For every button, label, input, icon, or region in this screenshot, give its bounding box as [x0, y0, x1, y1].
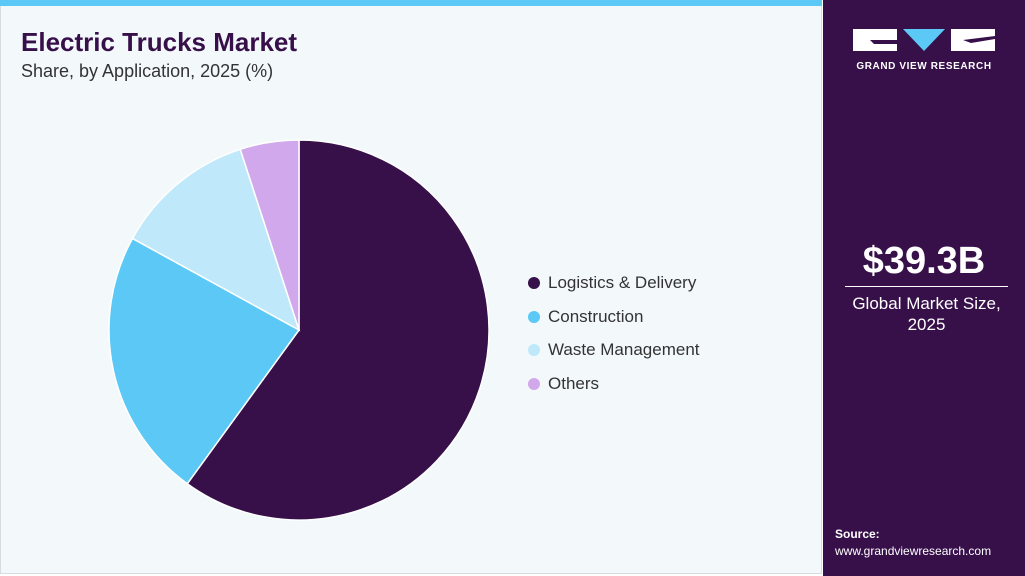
legend-item: Waste Management: [528, 333, 700, 367]
source: Source: www.grandviewresearch.com: [835, 526, 991, 560]
divider: [845, 286, 1008, 287]
source-url: www.grandviewresearch.com: [835, 544, 992, 558]
legend-item: Construction: [528, 300, 700, 334]
chart-subtitle: Share, by Application, 2025 (%): [21, 61, 274, 81]
legend-swatch: [528, 276, 540, 289]
pie-slice: [108, 237, 301, 485]
chart-title: Electric Trucks Market: [21, 27, 298, 57]
legend-item: Others: [528, 367, 700, 401]
market-size-caption: Global Market Size, 2025: [852, 294, 1001, 334]
pie-slice: [186, 139, 490, 521]
legend-label: Waste Management: [548, 340, 700, 360]
legend-label: Others: [548, 373, 600, 393]
top-bar: [0, 0, 822, 6]
legend-swatch: [528, 377, 540, 390]
legend-item: Logistics & Delivery: [528, 266, 700, 300]
legend-swatch: [528, 310, 540, 323]
legend: Logistics & Delivery Construction Waste Ma…: [528, 266, 700, 401]
logo: [853, 29, 995, 51]
source-label: Source:: [835, 527, 880, 541]
market-size: $39.3B: [862, 240, 986, 282]
legend-label: Construction: [548, 306, 644, 326]
brand: GRAND VIEW RESEARCH: [856, 61, 992, 72]
legend-label: Logistics & Delivery: [548, 272, 697, 292]
side-panel: GRAND VIEW RESEARCH $39.3B Global Market…: [823, 0, 1025, 576]
pie-slice: [239, 139, 300, 331]
pie-chart: [108, 139, 490, 521]
pie-slice: [131, 148, 301, 332]
legend-swatch: [528, 344, 540, 357]
